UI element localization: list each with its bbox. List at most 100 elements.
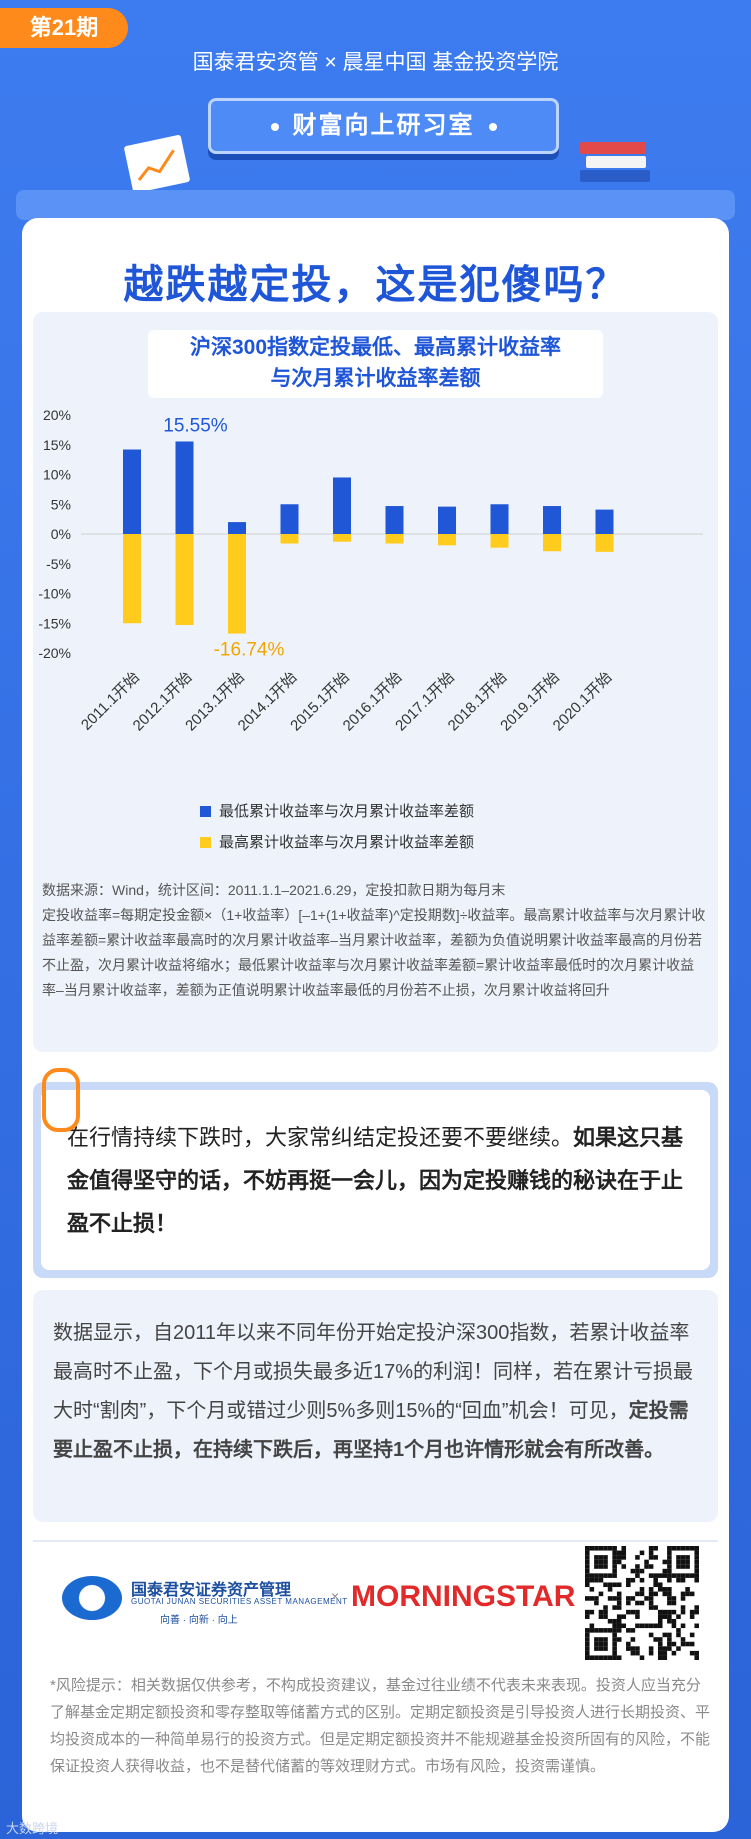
qr-module (630, 1609, 636, 1615)
qr-module (648, 1623, 654, 1629)
bar-min (543, 506, 561, 534)
qr-module (639, 1550, 645, 1556)
bar-min (385, 506, 404, 534)
qr-module (671, 1618, 677, 1624)
qr-module (585, 1632, 590, 1638)
qr-module (635, 1600, 640, 1606)
qr-module (585, 1628, 590, 1633)
qr-module (607, 1573, 613, 1578)
qr-module (639, 1577, 645, 1583)
y-tick-label: 10% (43, 467, 71, 483)
qr-module (657, 1587, 663, 1592)
qr-module (589, 1596, 595, 1601)
qr-module (621, 1550, 627, 1556)
qr-module (635, 1564, 640, 1569)
qr-module (648, 1587, 654, 1592)
qr-module (612, 1605, 617, 1610)
qr-module (603, 1559, 608, 1565)
y-tick-label: 5% (51, 496, 71, 512)
qr-module (585, 1646, 590, 1651)
qr-module (616, 1591, 622, 1597)
qr-module (626, 1600, 631, 1606)
qr-module (653, 1591, 658, 1597)
qr-module (648, 1632, 654, 1638)
qr-module (685, 1555, 690, 1560)
qr-module (594, 1637, 599, 1642)
qr-module (671, 1573, 677, 1578)
qr-module (667, 1591, 672, 1597)
books-icon (580, 142, 652, 198)
qr-module (662, 1568, 668, 1574)
qr-module (603, 1637, 608, 1642)
qr-module (667, 1550, 672, 1556)
qr-module (598, 1555, 604, 1560)
qr-module (612, 1655, 617, 1660)
qr-module (598, 1637, 604, 1642)
qr-module (612, 1623, 617, 1629)
qr-module (689, 1614, 695, 1619)
chart-title-line2: 与次月累计收益率差额 (270, 367, 481, 390)
qr-module (639, 1591, 645, 1597)
qr-module (671, 1650, 677, 1656)
qr-module (667, 1600, 672, 1606)
qr-module (648, 1646, 654, 1651)
qr-module (630, 1568, 636, 1574)
qr-module (676, 1573, 681, 1578)
qr-module (607, 1628, 613, 1633)
qr-module (644, 1564, 649, 1569)
qr-module (585, 1614, 590, 1619)
qr-module (616, 1605, 622, 1610)
qr-module (662, 1650, 668, 1656)
bar-min (595, 509, 614, 534)
qr-module (653, 1546, 658, 1551)
qr-module (676, 1614, 681, 1619)
y-tick-label: -20% (38, 645, 71, 661)
bar-max (228, 534, 246, 634)
gtja-name: 国泰君安证券资产管理 (131, 1582, 292, 1599)
qr-module (653, 1577, 658, 1583)
qr-module (680, 1546, 686, 1551)
qr-module (589, 1573, 595, 1578)
bar-max (490, 534, 509, 548)
qr-module (603, 1641, 608, 1647)
qr-module (585, 1564, 590, 1569)
qr-module (662, 1587, 668, 1592)
qr-module (616, 1596, 622, 1601)
qr-module (653, 1582, 658, 1588)
qr-module (616, 1655, 622, 1660)
qr-module (667, 1609, 672, 1615)
qr-module (694, 1655, 699, 1660)
quote-box: 在行情持续下跌时，大家常纠结定投还要不要继续。如果这只基金值得坚守的话，不妨再挺… (41, 1090, 710, 1270)
qr-module (676, 1646, 681, 1651)
y-tick-label: -15% (38, 615, 71, 631)
qr-module (694, 1650, 699, 1656)
qr-module (589, 1655, 595, 1660)
y-tick-label: -5% (46, 556, 71, 572)
bar-max (175, 534, 194, 626)
qr-module (657, 1655, 663, 1660)
summary-plain: 数据显示，自2011年以来不同年份开始定投沪深300指数，若累计收益率最高时不止… (53, 1322, 694, 1422)
qr-module (616, 1618, 622, 1624)
quote-plain: 在行情持续下跌时，大家常纠结定投还要不要继续。 (67, 1125, 574, 1150)
qr-module (667, 1546, 672, 1551)
legend-swatch-yellow (200, 837, 211, 848)
qr-module (667, 1564, 672, 1569)
y-tick-label: 15% (43, 437, 71, 453)
qr-module (671, 1641, 677, 1647)
qr-module (657, 1609, 663, 1615)
qr-module (594, 1555, 599, 1560)
chart-paper-icon (123, 134, 191, 194)
qr-module (598, 1646, 604, 1651)
qr-module (594, 1600, 599, 1606)
qr-code[interactable] (585, 1546, 699, 1660)
notes-definition: 定投收益率=每期定投金额×（1+收益率）[–1+(1+收益率)^定投期数]÷收益… (42, 907, 706, 998)
header-tag: 财富向上研习室 (208, 98, 559, 154)
qr-module (689, 1650, 695, 1656)
qr-module (694, 1546, 699, 1551)
header-title: 国泰君安资管 × 晨星中国 基金投资学院 (192, 51, 559, 74)
qr-module (626, 1609, 631, 1615)
qr-module (612, 1546, 617, 1551)
qr-module (694, 1555, 699, 1560)
qr-module (648, 1550, 654, 1556)
qr-module (626, 1577, 631, 1583)
